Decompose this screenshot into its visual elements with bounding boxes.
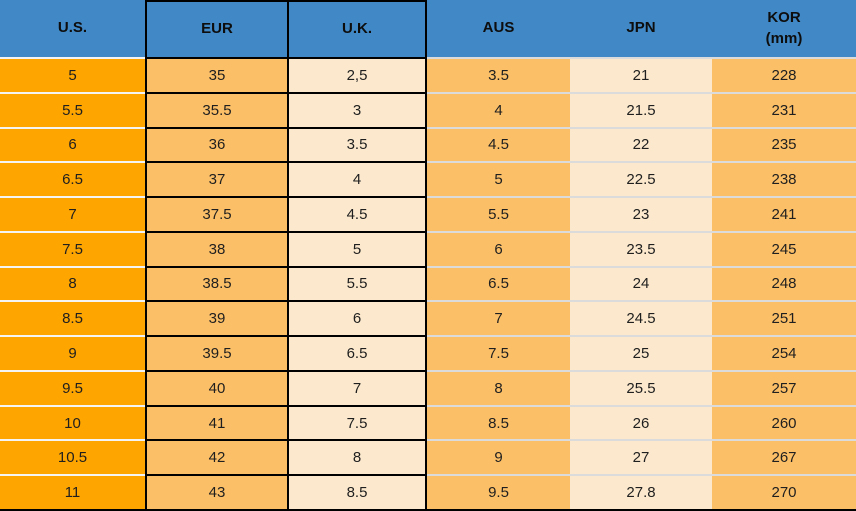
table-cell: 228 <box>712 57 856 92</box>
column-header-aus: AUS <box>427 0 570 57</box>
table-cell: 4 <box>427 91 570 127</box>
table-cell: 11 <box>0 474 145 509</box>
table-cell: 3 <box>287 91 427 127</box>
column-header-aus-label: AUS <box>482 19 515 37</box>
table-cell: 241 <box>712 196 856 231</box>
table-cell: 27 <box>570 439 712 475</box>
column-header-us: U.S. <box>0 0 145 57</box>
table-cell: 238 <box>712 161 856 197</box>
table-cell: 9.5 <box>0 369 145 405</box>
table-cell: 40 <box>145 369 287 405</box>
table-cell: 35 <box>145 57 287 92</box>
table-cell: 21 <box>570 57 712 92</box>
table-cell: 6.5 <box>427 265 570 301</box>
table-cell: 245 <box>712 230 856 266</box>
table-cell: 6 <box>427 230 570 266</box>
table-cell: 3.5 <box>287 126 427 162</box>
table-cell: 5 <box>287 230 427 266</box>
table-cell: 8.5 <box>427 404 570 440</box>
table-cell: 25 <box>570 335 712 370</box>
table-cell: 4.5 <box>427 126 570 162</box>
table-cell: 7.5 <box>427 335 570 370</box>
table-cell: 37.5 <box>145 196 287 231</box>
table-cell: 8.5 <box>0 300 145 336</box>
table-cell: 5.5 <box>0 91 145 127</box>
table-cell: 5 <box>427 161 570 197</box>
column-header-uk: U.K. <box>287 0 427 57</box>
column-header-eur-label: EUR <box>201 20 233 38</box>
table-cell: 235 <box>712 126 856 162</box>
table-cell: 39.5 <box>145 335 287 370</box>
table-cell: 231 <box>712 91 856 127</box>
column-header-eur: EUR <box>145 0 287 57</box>
table-cell: 9 <box>0 335 145 370</box>
table-cell: 248 <box>712 265 856 301</box>
table-cell: 5.5 <box>287 265 427 301</box>
table-cell: 8 <box>0 265 145 301</box>
table-cell: 8 <box>427 369 570 405</box>
table-cell: 3.5 <box>427 57 570 92</box>
table-cell: 6.5 <box>0 161 145 197</box>
table-cell: 39 <box>145 300 287 336</box>
table-cell: 35.5 <box>145 91 287 127</box>
table-cell: 38.5 <box>145 265 287 301</box>
table-cell: 6.5 <box>287 335 427 370</box>
table-cell: 22.5 <box>570 161 712 197</box>
table-cell: 2,5 <box>287 57 427 92</box>
table-cell: 36 <box>145 126 287 162</box>
table-cell: 7 <box>427 300 570 336</box>
table-cell: 7 <box>287 369 427 405</box>
table-cell: 38 <box>145 230 287 266</box>
table-cell: 4.5 <box>287 196 427 231</box>
table-cell: 25.5 <box>570 369 712 405</box>
table-cell: 23 <box>570 196 712 231</box>
table-cell: 7.5 <box>287 404 427 440</box>
table-cell: 24.5 <box>570 300 712 336</box>
table-cell: 27.8 <box>570 474 712 509</box>
table-cell: 5.5 <box>427 196 570 231</box>
column-header-kor-unit: (mm) <box>765 29 803 47</box>
table-cell: 8 <box>287 439 427 475</box>
table-cell: 22 <box>570 126 712 162</box>
table-cell: 254 <box>712 335 856 370</box>
table-cell: 26 <box>570 404 712 440</box>
table-cell: 9 <box>427 439 570 475</box>
table-cell: 42 <box>145 439 287 475</box>
table-cell: 251 <box>712 300 856 336</box>
table-cell: 21.5 <box>570 91 712 127</box>
table-cell: 257 <box>712 369 856 405</box>
column-header-us-label: U.S. <box>57 19 88 37</box>
table-cell: 260 <box>712 404 856 440</box>
table-cell: 23.5 <box>570 230 712 266</box>
table-cell: 6 <box>287 300 427 336</box>
table-cell: 4 <box>287 161 427 197</box>
table-cell: 10 <box>0 404 145 440</box>
table-cell: 267 <box>712 439 856 475</box>
column-header-jpn: JPN <box>570 0 712 57</box>
column-header-jpn-label: JPN <box>626 19 656 37</box>
table-cell: 7 <box>0 196 145 231</box>
table-cell: 270 <box>712 474 856 509</box>
table-cell: 7.5 <box>0 230 145 266</box>
column-header-kor: KOR (mm) <box>712 0 856 57</box>
table-cell: 6 <box>0 126 145 162</box>
table-cell: 24 <box>570 265 712 301</box>
table-cell: 37 <box>145 161 287 197</box>
table-cell: 9.5 <box>427 474 570 509</box>
table-cell: 41 <box>145 404 287 440</box>
table-cell: 8.5 <box>287 474 427 509</box>
table-cell: 5 <box>0 57 145 92</box>
table-cell: 43 <box>145 474 287 509</box>
table-cell: 10.5 <box>0 439 145 475</box>
column-header-uk-label: U.K. <box>342 20 372 38</box>
column-header-kor-label: KOR <box>767 9 801 27</box>
